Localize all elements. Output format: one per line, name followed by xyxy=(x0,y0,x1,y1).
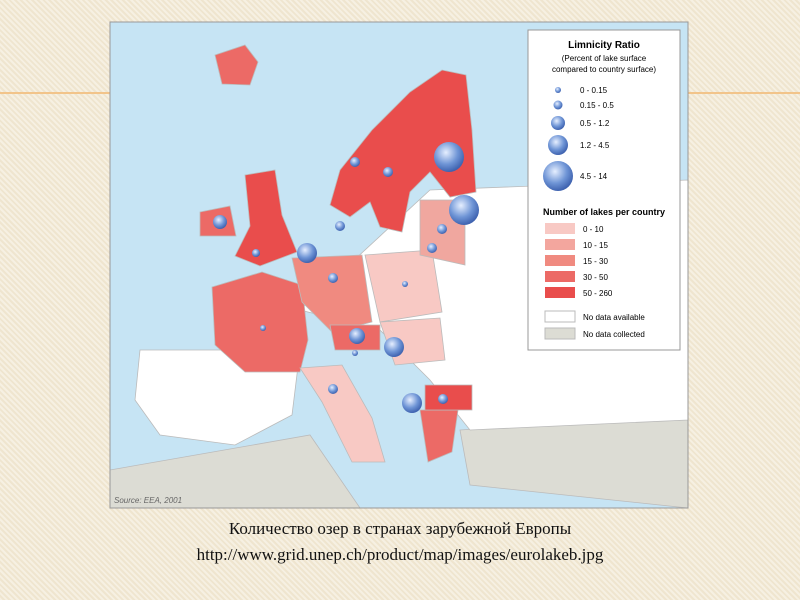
legend-box xyxy=(527,29,681,351)
legend-label: 10 - 15 xyxy=(583,241,608,250)
legend-circle xyxy=(555,87,561,93)
lake-circles xyxy=(213,142,479,413)
lake-circle xyxy=(335,221,345,231)
lake-circle xyxy=(350,157,360,167)
legend-label: 0 - 10 xyxy=(583,225,604,234)
legend-label: 50 - 260 xyxy=(583,289,613,298)
legend-label: 1.2 - 4.5 xyxy=(580,141,610,150)
france xyxy=(211,271,309,373)
lake-circle xyxy=(402,281,408,287)
legend-swatch xyxy=(544,310,576,323)
scandinavia xyxy=(329,69,477,233)
legend-subtitle: (Percent of lake surface xyxy=(562,54,647,63)
africa xyxy=(110,434,361,508)
legend-circle xyxy=(553,100,563,110)
lake-circle xyxy=(352,350,358,356)
lake-circle xyxy=(384,337,404,357)
italy xyxy=(299,364,386,463)
legend-circle xyxy=(548,135,568,155)
legend-label: 4.5 - 14 xyxy=(580,172,608,181)
lake-circle xyxy=(438,394,448,404)
legend-subtitle: compared to country surface) xyxy=(552,65,656,74)
legend-swatch xyxy=(545,287,575,298)
caption-title: Количество озер в странах зарубежной Евр… xyxy=(228,519,572,538)
britain xyxy=(234,169,298,267)
lake-circle xyxy=(213,215,227,229)
legend-swatch xyxy=(544,327,576,340)
legend-label: 15 - 30 xyxy=(583,257,608,266)
legend-label: No data available xyxy=(583,313,645,322)
legend-swatch xyxy=(545,271,575,282)
legend-swatch xyxy=(545,255,575,266)
lake-circle xyxy=(297,243,317,263)
legend-label: No data collected xyxy=(583,330,645,339)
lake-circle xyxy=(437,224,447,234)
legend-label: 0.5 - 1.2 xyxy=(580,119,610,128)
legend: Limnicity Ratio (Percent of lake surface… xyxy=(527,29,681,351)
legend-circle xyxy=(551,116,565,130)
lake-circle xyxy=(427,243,437,253)
legend-title: Number of lakes per country xyxy=(543,207,665,217)
lake-circle xyxy=(449,195,479,225)
map-frame xyxy=(109,21,689,509)
lake-circle xyxy=(328,273,338,283)
lake-circle xyxy=(402,393,422,413)
lake-circle xyxy=(328,384,338,394)
legend-label: 0 - 0.15 xyxy=(580,86,608,95)
legend-title: Limnicity Ratio xyxy=(568,40,640,51)
source: Source: EEA, 2001 xyxy=(114,496,182,505)
legend-label: 0.15 - 0.5 xyxy=(580,101,614,110)
lake-circle xyxy=(260,325,266,331)
legend-swatch xyxy=(545,223,575,234)
lake-circle xyxy=(383,167,393,177)
legend-label: 30 - 50 xyxy=(583,273,608,282)
legend-circle xyxy=(543,161,573,191)
bulgaria xyxy=(424,384,473,411)
lake-circle xyxy=(349,328,365,344)
lake-circle xyxy=(434,142,464,172)
iceland xyxy=(214,44,259,86)
legend-swatch xyxy=(545,239,575,250)
lake-circle xyxy=(252,249,260,257)
caption-url: http://www.grid.unep.ch/product/map/imag… xyxy=(196,545,604,564)
